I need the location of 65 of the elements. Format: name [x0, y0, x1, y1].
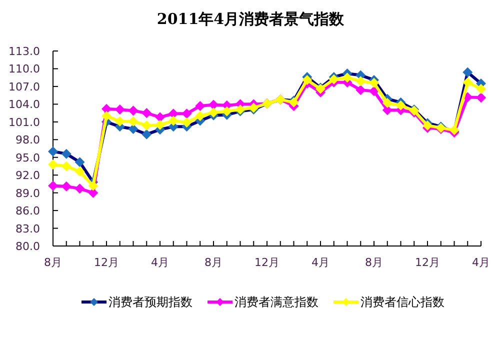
- point: [128, 116, 138, 126]
- point: [155, 112, 165, 122]
- x-tick-label: 8月: [365, 256, 383, 269]
- y-tick-label: 113.0: [8, 45, 40, 58]
- point: [182, 118, 192, 128]
- point: [356, 85, 366, 95]
- point: [74, 184, 85, 194]
- y-tick-label: 89.0: [16, 186, 40, 200]
- point: [128, 106, 138, 116]
- point: [142, 120, 152, 130]
- point: [462, 77, 473, 88]
- point: [168, 108, 178, 119]
- y-tick-label: 95.0: [16, 151, 40, 164]
- point: [342, 72, 352, 83]
- y-tick-label: 92.0: [16, 169, 40, 182]
- point: [182, 108, 192, 119]
- point: [88, 180, 98, 191]
- x-tick-label: 12月: [94, 256, 119, 269]
- point: [195, 111, 206, 121]
- point: [61, 161, 72, 172]
- chart-title: 2011年4月消费者景气指数: [156, 10, 346, 28]
- point: [142, 108, 152, 118]
- point: [208, 100, 218, 110]
- point: [476, 92, 486, 103]
- x-tick-label: 8月: [204, 256, 222, 269]
- point: [114, 116, 125, 126]
- point: [382, 105, 392, 116]
- y-tick-label: 98.0: [16, 134, 40, 147]
- point: [168, 116, 178, 126]
- point: [102, 104, 112, 114]
- point: [208, 107, 218, 118]
- point: [155, 120, 165, 130]
- point: [114, 104, 125, 114]
- point: [222, 106, 232, 116]
- x-tick-label: 4月: [472, 256, 490, 269]
- point: [74, 166, 85, 177]
- legend-label: 消费者预期指数: [108, 295, 192, 309]
- point: [302, 74, 312, 85]
- point: [356, 76, 366, 86]
- legend-label: 消费者满意指数: [234, 295, 318, 309]
- point: [61, 181, 72, 192]
- point: [369, 86, 379, 96]
- point: [195, 100, 206, 111]
- point: [396, 100, 406, 110]
- y-tick-label: 83.0: [16, 222, 40, 236]
- y-tick-label: 107.0: [8, 80, 40, 94]
- point: [369, 78, 379, 88]
- y-tick-label: 86.0: [16, 204, 40, 218]
- y-tick-label: 110.0: [8, 62, 40, 76]
- point: [328, 74, 339, 84]
- x-tick-label: 12月: [415, 256, 440, 269]
- point: [476, 84, 486, 94]
- point: [48, 159, 58, 170]
- y-tick-label: 101.0: [8, 116, 40, 129]
- x-tick-label: 4月: [151, 256, 169, 269]
- point: [382, 98, 392, 108]
- y-tick-label: 80.0: [16, 240, 40, 253]
- x-tick-label: 12月: [254, 256, 280, 269]
- point: [102, 111, 112, 121]
- point: [48, 180, 58, 191]
- y-tick-label: 104.0: [8, 98, 40, 112]
- x-tick-label: 4月: [312, 256, 330, 269]
- x-tick-label: 8月: [44, 256, 62, 269]
- point: [88, 188, 98, 198]
- legend-label: 消费者信心指数: [360, 295, 444, 309]
